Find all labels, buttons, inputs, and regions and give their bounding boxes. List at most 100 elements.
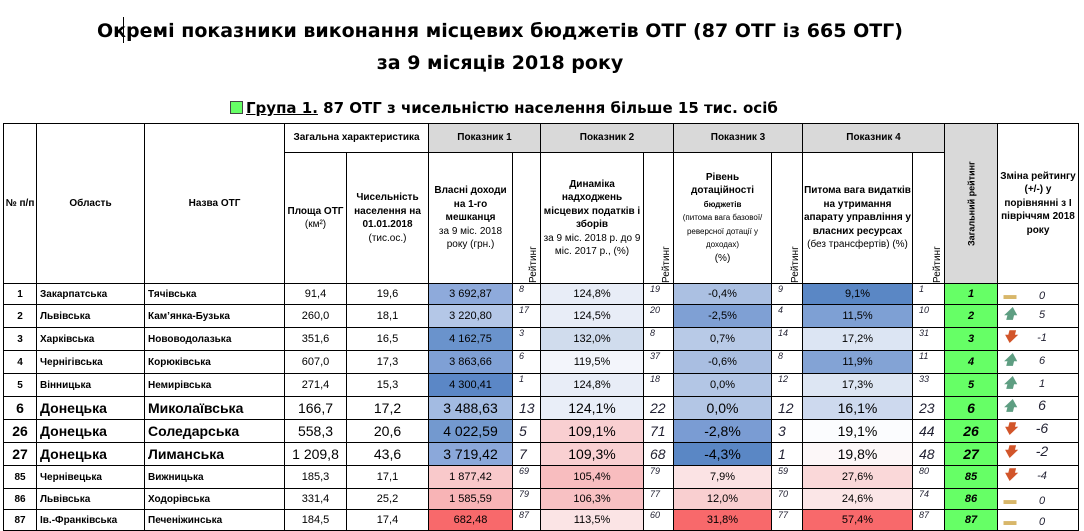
area-cell: 1 209,8 xyxy=(284,442,347,466)
header-population: Чисельність населення на 01.01.2018 (тис.… xyxy=(346,152,429,284)
p3-value-cell: -0,4% xyxy=(673,283,772,305)
row-number: 6 xyxy=(3,396,37,420)
rating-change-cell: 🡅 1 xyxy=(997,373,1079,397)
total-rating-cell: 27 xyxy=(944,442,998,466)
p1-value-cell: 1 585,59 xyxy=(428,488,513,510)
table-row: 26 Донецька Соледарська 558,3 20,6 4 022,59 5 1… xyxy=(3,419,1079,443)
trend-same-icon: ▬ xyxy=(1003,286,1017,302)
trend-up-icon: 🡅 xyxy=(1003,352,1017,367)
area-cell: 260,0 xyxy=(284,304,347,328)
p1-rating-cell: 6 xyxy=(512,350,541,374)
row-number: 26 xyxy=(3,419,37,443)
rating-change-cell: 🡇 -2 xyxy=(997,442,1079,466)
p3-value-cell: 0,7% xyxy=(673,327,772,351)
rating-change-value: -2 xyxy=(1035,443,1049,460)
p2-rating-cell: 79 xyxy=(643,465,674,489)
p4-value-cell: 17,3% xyxy=(802,373,913,397)
total-rating-cell: 4 xyxy=(944,350,998,374)
p3-value-cell: -2,5% xyxy=(673,304,772,328)
header-p1-desc: Власні доходи на 1-го мешканця за 9 міс. … xyxy=(428,152,513,284)
header-no: № п/п xyxy=(3,123,37,284)
rating-change-cell: 🡅 5 xyxy=(997,304,1079,328)
p2-rating-cell: 60 xyxy=(643,509,674,531)
rating-change-cell: 🡇 -4 xyxy=(997,465,1079,489)
total-rating-cell: 2 xyxy=(944,304,998,328)
p1-value-cell: 3 488,63 xyxy=(428,396,513,420)
rating-change-cell: 🡅 6 xyxy=(997,396,1079,420)
area-cell: 558,3 xyxy=(284,419,347,443)
p1-rating-cell: 17 xyxy=(512,304,541,328)
rating-change-cell: ▬ 0 xyxy=(997,509,1079,531)
ranking-table: № п/п Область Назва ОТГ Загальна характе… xyxy=(3,123,1079,531)
otg-name-cell: Соледарська xyxy=(144,419,285,443)
rating-change-value: 0 xyxy=(1038,515,1046,528)
rating-change-cell: 🡅 6 xyxy=(997,350,1079,374)
area-cell: 607,0 xyxy=(284,350,347,374)
p1-value-cell: 3 220,80 xyxy=(428,304,513,328)
population-cell: 16,5 xyxy=(346,327,429,351)
rating-change-value: -6 xyxy=(1035,420,1049,437)
p4-rating-cell: 10 xyxy=(912,304,945,328)
p3-value-cell: -4,3% xyxy=(673,442,772,466)
trend-same-icon: ▬ xyxy=(1003,512,1017,528)
header-rating-2: Рейтинг xyxy=(643,152,674,284)
area-cell: 271,4 xyxy=(284,373,347,397)
oblast-cell: Ів.-Франківська xyxy=(36,509,145,531)
p3-rating-cell: 59 xyxy=(771,465,803,489)
otg-name-cell: Печеніжинська xyxy=(144,509,285,531)
header-change: Зміна рейтингу (+/-) у порівнянні з І пі… xyxy=(997,123,1079,284)
table-row: 1 Закарпатська Тячівська 91,4 19,6 3 692,87 8 1… xyxy=(3,283,1079,305)
p2-value-cell: 119,5% xyxy=(540,350,644,374)
p2-value-cell: 124,8% xyxy=(540,283,644,305)
p2-rating-cell: 77 xyxy=(643,488,674,510)
otg-name-cell: Кам’янка-Бузька xyxy=(144,304,285,328)
population-cell: 17,2 xyxy=(346,396,429,420)
p4-rating-cell: 44 xyxy=(912,419,945,443)
population-cell: 15,3 xyxy=(346,373,429,397)
p1-value-cell: 682,48 xyxy=(428,509,513,531)
total-rating-cell: 26 xyxy=(944,419,998,443)
p3-rating-cell: 8 xyxy=(771,350,803,374)
p1-rating-cell: 87 xyxy=(512,509,541,531)
trend-down-icon: 🡇 xyxy=(1003,329,1017,344)
rating-change-value: -4 xyxy=(1037,470,1047,482)
rating-change-value: 1 xyxy=(1038,378,1046,390)
rating-change-value: 6 xyxy=(1038,355,1046,367)
rating-change-value: -1 xyxy=(1037,332,1047,344)
p3-rating-cell: 12 xyxy=(771,373,803,397)
area-cell: 91,4 xyxy=(284,283,347,305)
otg-name-cell: Тячівська xyxy=(144,283,285,305)
row-number: 86 xyxy=(3,488,37,510)
row-number: 27 xyxy=(3,442,37,466)
rating-change-value: 5 xyxy=(1038,309,1046,321)
total-rating-cell: 87 xyxy=(944,509,998,531)
p1-value-cell: 3 692,87 xyxy=(428,283,513,305)
p1-value-cell: 3 719,42 xyxy=(428,442,513,466)
p2-rating-cell: 71 xyxy=(643,419,674,443)
trend-down-icon: 🡇 xyxy=(1003,467,1017,482)
p1-rating-cell: 79 xyxy=(512,488,541,510)
trend-down-icon: 🡇 xyxy=(1003,444,1017,459)
population-cell: 17,4 xyxy=(346,509,429,531)
p2-rating-cell: 37 xyxy=(643,350,674,374)
row-number: 5 xyxy=(3,373,37,397)
total-rating-cell: 86 xyxy=(944,488,998,510)
otg-name-cell: Лиманська xyxy=(144,442,285,466)
header-p2-desc: Динаміка надходжень місцевих податків і … xyxy=(540,152,644,284)
p1-rating-cell: 5 xyxy=(512,419,541,443)
p1-rating-cell: 8 xyxy=(512,283,541,305)
total-rating-cell: 3 xyxy=(944,327,998,351)
area-cell: 184,5 xyxy=(284,509,347,531)
p4-value-cell: 57,4% xyxy=(802,509,913,531)
table-row: 6 Донецька Миколаївська 166,7 17,2 3 488,63 13… xyxy=(3,396,1079,420)
oblast-cell: Харківська xyxy=(36,327,145,351)
p4-value-cell: 27,6% xyxy=(802,465,913,489)
p2-value-cell: 109,1% xyxy=(540,419,644,443)
trend-up-icon: 🡅 xyxy=(1003,306,1017,321)
table-row: 2 Львівська Кам’янка-Бузька 260,0 18,1 3 220,… xyxy=(3,304,1079,328)
group-text: 87 ОТГ з чисельністю населення більше 15… xyxy=(317,99,778,117)
p4-rating-cell: 80 xyxy=(912,465,945,489)
p4-value-cell: 11,9% xyxy=(802,350,913,374)
p3-value-cell: 31,8% xyxy=(673,509,772,531)
p2-value-cell: 124,8% xyxy=(540,373,644,397)
